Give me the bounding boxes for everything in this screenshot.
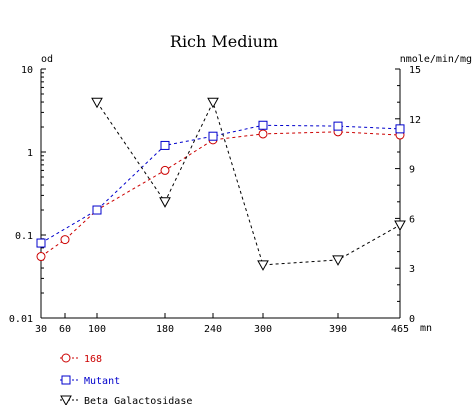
data-point-square xyxy=(208,131,218,141)
legend-label: 168 xyxy=(84,354,102,365)
data-point-triangle-down xyxy=(159,197,171,208)
data-point-square xyxy=(160,140,170,150)
legend-marker xyxy=(61,375,71,385)
x-tick-label: 465 xyxy=(391,324,409,335)
right-tick-label: 15 xyxy=(409,65,421,76)
right-tick-label: 3 xyxy=(409,264,415,275)
right-tick-label: 0 xyxy=(409,314,415,325)
data-point-circle xyxy=(258,129,268,139)
data-point-triangle-down xyxy=(207,97,219,109)
series-line-triangle-down xyxy=(96,100,401,266)
left-tick-label: 1 xyxy=(27,148,33,159)
legend-marker xyxy=(61,353,71,363)
chart-title: Rich Medium xyxy=(170,32,278,51)
x-tick-label: 60 xyxy=(59,324,71,335)
left-tick-label: 0.01 xyxy=(9,314,33,325)
data-point-circle xyxy=(36,252,46,262)
right-axis-unit: nmole/min/mg xyxy=(400,54,472,65)
legend-label: Beta Galactosidase xyxy=(84,396,192,405)
series-line-square xyxy=(40,124,401,244)
data-point-circle xyxy=(60,235,70,245)
right-tick-label: 6 xyxy=(409,214,415,225)
series-line-circle xyxy=(40,131,401,257)
data-point-triangle-down xyxy=(91,97,103,109)
x-tick-label: 390 xyxy=(329,324,347,335)
x-tick-label: 240 xyxy=(204,324,222,335)
data-point-circle xyxy=(160,165,170,175)
data-point-triangle-down xyxy=(394,220,406,232)
left-tick-label: 10 xyxy=(21,65,33,76)
data-point-square xyxy=(333,121,343,131)
x-tick-label: 180 xyxy=(156,324,174,335)
x-tick-label: 30 xyxy=(35,324,47,335)
data-point-square xyxy=(36,238,46,248)
left-axis-unit: od xyxy=(41,54,53,65)
legend-marker xyxy=(60,395,72,405)
data-point-triangle-down xyxy=(257,260,269,271)
legend-label: Mutant xyxy=(84,376,120,387)
x-tick-label: 300 xyxy=(254,324,272,335)
right-tick-label: 9 xyxy=(409,165,415,176)
x-tick-label: 100 xyxy=(88,324,106,335)
data-point-square xyxy=(258,120,268,130)
legend: 168 Mutant Beta Galactosidase xyxy=(60,353,192,405)
data-point-square xyxy=(395,124,405,134)
data-point-triangle-down xyxy=(332,255,344,266)
left-tick-label: 0.1 xyxy=(15,231,33,242)
x-axis-unit: mn xyxy=(420,323,432,334)
data-point-square xyxy=(92,205,102,215)
right-tick-label: 12 xyxy=(409,115,421,126)
